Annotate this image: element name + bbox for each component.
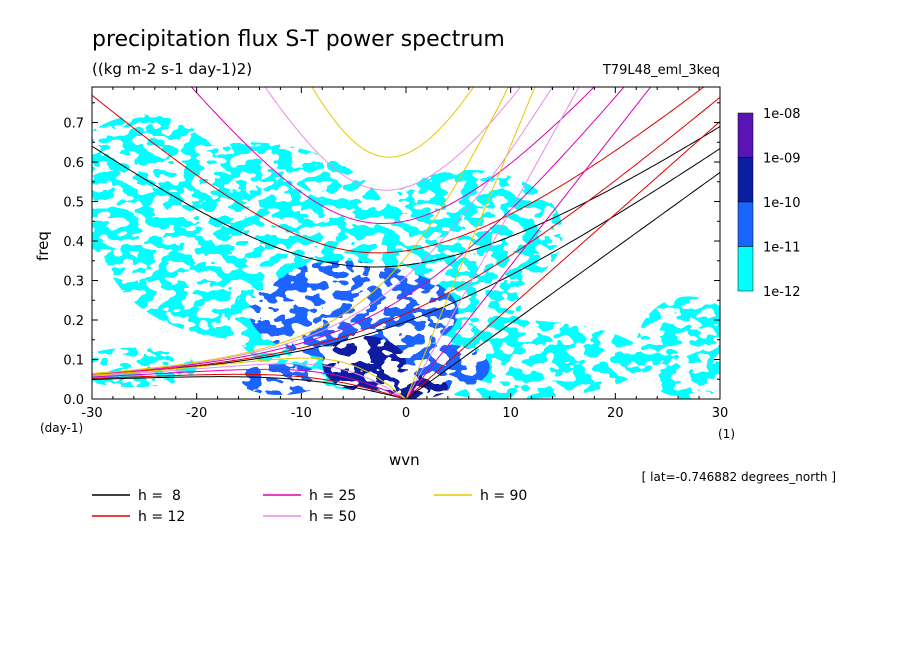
legend-label-h90: h = 90	[480, 488, 527, 504]
x-tick-label: 10	[502, 406, 519, 421]
spectrum-fill	[92, 87, 720, 399]
chart-subtitle: ((kg m-2 s-1 day-1)2)	[92, 60, 252, 78]
colorbar-label: 1e-11	[763, 241, 801, 256]
mrg-wave-curve-h25	[92, 87, 625, 375]
chart-title: precipitation flux S-T power spectrum	[92, 27, 505, 52]
spectrum-patch-5	[636, 296, 720, 399]
legend-label-h8: h = 8	[138, 488, 181, 504]
colorbar: 1e-08 1e-09 1e-10 1e-11 1e-12	[737, 107, 801, 300]
mrg-wave-curve-h12	[92, 96, 720, 376]
colorbar-label: 1e-10	[763, 196, 801, 211]
colorbar-swatch	[737, 157, 754, 203]
y-tick-label: 0.7	[63, 117, 84, 132]
rossby-wave-curve-h50	[92, 363, 407, 399]
spectrum-patch-8	[280, 260, 407, 309]
x-axis-title: wvn	[389, 451, 420, 469]
colorbar-swatch	[737, 246, 754, 292]
colorbar-label: 1e-09	[763, 152, 801, 167]
y-tick-label: 0.3	[63, 275, 84, 290]
y-tick-label: 0.1	[63, 354, 84, 369]
colorbar-label: 1e-08	[763, 107, 801, 122]
rossby-wave-curve-h90	[92, 357, 407, 399]
x-tick-label: 30	[712, 406, 729, 421]
inertia-gravity-curve-h90	[311, 87, 475, 158]
legend-label-h12: h = 12	[138, 509, 185, 525]
inertia-gravity-curve-h12	[92, 87, 705, 254]
x-tick-label: -20	[186, 406, 207, 421]
colorbar-swatch	[737, 201, 754, 247]
legend-label-h25: h = 25	[309, 488, 356, 504]
latitude-annotation: [ lat=-0.746882 degrees_north ]	[642, 470, 836, 484]
spectrum-patch-10	[238, 363, 323, 396]
y-tick-label: 0.2	[63, 314, 84, 329]
x-tick-label: -10	[291, 406, 312, 421]
mrg-wave-curve-h50	[92, 87, 553, 375]
kelvin-wave-curve-h8	[405, 172, 720, 399]
inertia-gravity-curve-h50	[264, 87, 522, 191]
rossby-wave-curve-h25	[92, 368, 407, 399]
kelvin-wave-curve-h12	[405, 121, 720, 399]
x-tick-label: 20	[607, 406, 624, 421]
legend-label-h50: h = 50	[309, 509, 356, 525]
run-label: T79L48_eml_3keq	[602, 63, 720, 78]
legend: h = 8 h = 12 h = 25 h = 50 h = 90	[92, 488, 527, 525]
y-axis-title: freq	[34, 231, 52, 261]
y-tick-label: 0.4	[63, 235, 84, 250]
x-tick-label: -30	[81, 406, 102, 421]
y-axis: 0.0 0.1 0.2 0.3 0.4 0.5 0.6 0.7	[63, 102, 720, 408]
y-tick-label: 0.6	[63, 156, 84, 171]
x-tick-label: 0	[402, 406, 410, 421]
spectrum-patch-12	[385, 375, 448, 399]
inertia-gravity-curve-h8	[92, 126, 720, 268]
y-unit-label: (day-1)	[40, 421, 83, 435]
y-tick-label: 0.5	[63, 196, 84, 211]
kelvin-wave-curve-h90	[405, 87, 536, 399]
x-unit-label: (1)	[718, 427, 735, 441]
mrg-wave-curve-h90	[92, 87, 509, 374]
kelvin-wave-curve-h25	[405, 87, 652, 399]
rossby-wave-curve-h8	[92, 376, 407, 399]
colorbar-label: 1e-12	[763, 285, 801, 300]
colorbar-swatch	[737, 112, 754, 158]
rossby-wave-curve-h12	[92, 373, 407, 399]
kelvin-wave-curve-h50	[405, 87, 580, 399]
y-tick-label: 0.0	[63, 393, 84, 408]
x-axis: -30 -20 -10 0 10 20 30	[81, 87, 728, 421]
